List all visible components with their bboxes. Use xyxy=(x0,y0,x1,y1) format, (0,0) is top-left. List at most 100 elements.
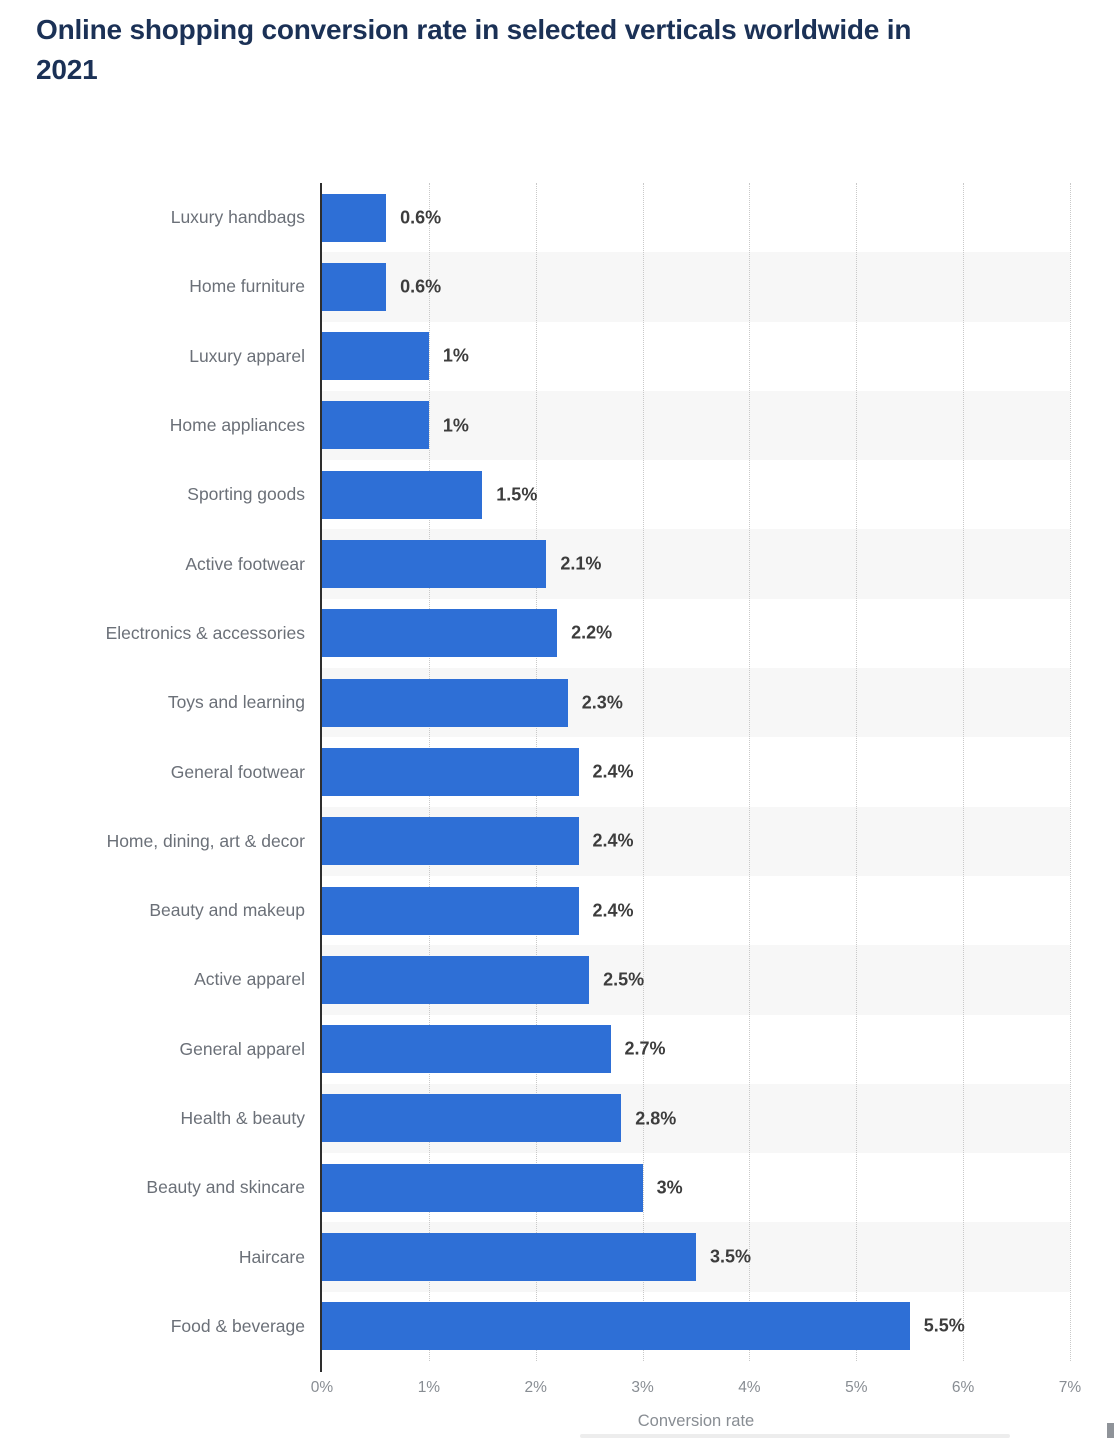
chart-row: Home furniture 0.6% xyxy=(0,252,1118,322)
bar xyxy=(322,1094,622,1143)
chart-row: Electronics & accessories 2.2% xyxy=(0,599,1118,668)
row-band: 2.1% xyxy=(322,529,1070,599)
bar-value-label: 2.5% xyxy=(603,969,645,990)
chart-row: General apparel 2.7% xyxy=(0,1015,1118,1084)
chart-row: Sporting goods 1.5% xyxy=(0,460,1118,529)
chart-row: Toys and learning 2.3% xyxy=(0,668,1118,738)
footer-divider xyxy=(580,1434,1010,1438)
x-tick-label: 4% xyxy=(738,1379,761,1396)
bar-value-label: 5.5% xyxy=(923,1315,965,1336)
bar-value-label: 0.6% xyxy=(400,276,442,297)
bar-chart: Luxury handbags 0.6% Home furniture 0.6% Lux… xyxy=(0,183,1118,1438)
y-axis-line xyxy=(320,183,322,1372)
row-band: 2.3% xyxy=(322,668,1070,738)
bar xyxy=(322,1025,611,1074)
bar xyxy=(322,193,387,242)
category-label: Electronics & accessories xyxy=(105,622,305,643)
chart-row: Luxury apparel 1% xyxy=(0,322,1118,391)
x-tick-label: 0% xyxy=(310,1379,334,1396)
row-band: 2.8% xyxy=(322,1083,1070,1154)
x-tick-label: 7% xyxy=(1058,1379,1082,1396)
category-label: Health & beauty xyxy=(180,1108,305,1128)
row-band: 1% xyxy=(322,322,1070,391)
row-band: 1% xyxy=(322,390,1070,461)
chart-row: General footwear 2.4% xyxy=(0,737,1118,806)
bar xyxy=(322,817,579,866)
category-label: Beauty and skincare xyxy=(146,1177,305,1198)
row-band: 0.6% xyxy=(322,183,1070,252)
chart-rows: Luxury handbags 0.6% Home furniture 0.6% Lux… xyxy=(0,183,1118,1361)
bar xyxy=(322,262,387,311)
bar-value-label: 1% xyxy=(442,415,469,436)
x-tick-label: 3% xyxy=(631,1379,654,1396)
chart-row: Beauty and skincare 3% xyxy=(0,1153,1118,1222)
category-label: Home furniture xyxy=(189,276,305,297)
category-label: Haircare xyxy=(238,1246,305,1267)
bar xyxy=(322,609,558,658)
bar xyxy=(322,955,590,1004)
x-tick-label: 6% xyxy=(951,1379,975,1396)
category-label: Beauty and makeup xyxy=(149,900,305,921)
bar-value-label: 2.7% xyxy=(624,1038,666,1059)
category-label: Active footwear xyxy=(185,553,305,574)
category-label: Toys and learning xyxy=(167,692,305,713)
bar-value-label: 2.4% xyxy=(592,900,634,921)
gridline xyxy=(1070,183,1071,1361)
row-band: 2.5% xyxy=(322,945,1070,1015)
bar-value-label: 0.6% xyxy=(400,207,442,228)
page-title: Online shopping conversion rate in selec… xyxy=(36,14,912,85)
bar-value-label: 3.5% xyxy=(710,1246,752,1267)
scrollbar-fragment[interactable] xyxy=(1107,1423,1114,1438)
x-tick-label: 2% xyxy=(524,1379,547,1396)
row-band: 2.4% xyxy=(322,806,1070,876)
row-band: 2.2% xyxy=(322,599,1070,668)
gridline xyxy=(856,183,858,1361)
category-label: Luxury apparel xyxy=(189,345,305,366)
row-band: 1.5% xyxy=(322,460,1070,529)
bar-value-label: 1.5% xyxy=(496,484,538,505)
bar-value-label: 2.4% xyxy=(592,761,634,782)
row-band: 2.7% xyxy=(322,1015,1070,1084)
category-label: Home appliances xyxy=(169,415,305,436)
bar-value-label: 2.1% xyxy=(560,553,602,574)
gridline xyxy=(963,183,965,1361)
bar xyxy=(322,470,483,519)
bar xyxy=(322,1163,643,1212)
category-label: Active apparel xyxy=(194,969,305,990)
x-axis-title: Conversion rate xyxy=(637,1412,755,1430)
bar xyxy=(322,747,579,796)
bar xyxy=(322,540,547,589)
category-label: General apparel xyxy=(179,1038,306,1059)
bar-value-label: 2.8% xyxy=(635,1108,677,1128)
bar xyxy=(322,332,429,381)
x-tick-label: 1% xyxy=(417,1379,441,1396)
chart-row: Luxury handbags 0.6% xyxy=(0,183,1118,252)
chart-row: Health & beauty 2.8% xyxy=(0,1083,1118,1154)
category-label: Food & beverage xyxy=(170,1315,305,1336)
x-tick-label: 5% xyxy=(845,1379,868,1396)
row-band: 3% xyxy=(322,1153,1070,1222)
bar xyxy=(322,886,579,935)
row-band: 5.5% xyxy=(322,1292,1070,1361)
bar-value-label: 2.4% xyxy=(592,830,634,851)
row-band: 2.4% xyxy=(322,876,1070,945)
bar xyxy=(322,678,568,727)
chart-row: Active footwear 2.1% xyxy=(0,529,1118,599)
gridline xyxy=(749,183,751,1361)
chart-row: Beauty and makeup 2.4% xyxy=(0,876,1118,945)
bar xyxy=(322,401,429,450)
gridline xyxy=(642,183,644,1361)
category-label: Luxury handbags xyxy=(170,207,305,228)
chart-row: Food & beverage 5.5% xyxy=(0,1292,1118,1361)
bar xyxy=(322,1233,696,1282)
row-band: 3.5% xyxy=(322,1222,1070,1292)
category-label: Sporting goods xyxy=(187,484,305,505)
bar-value-label: 2.2% xyxy=(571,622,613,643)
bar-value-label: 1% xyxy=(442,345,469,366)
row-band: 0.6% xyxy=(322,252,1070,322)
bar-value-label: 2.3% xyxy=(581,692,623,713)
row-band: 2.4% xyxy=(322,737,1070,806)
chart-row: Haircare 3.5% xyxy=(0,1222,1118,1292)
category-label: Home, dining, art & decor xyxy=(106,830,305,851)
chart-row: Home appliances 1% xyxy=(0,390,1118,461)
